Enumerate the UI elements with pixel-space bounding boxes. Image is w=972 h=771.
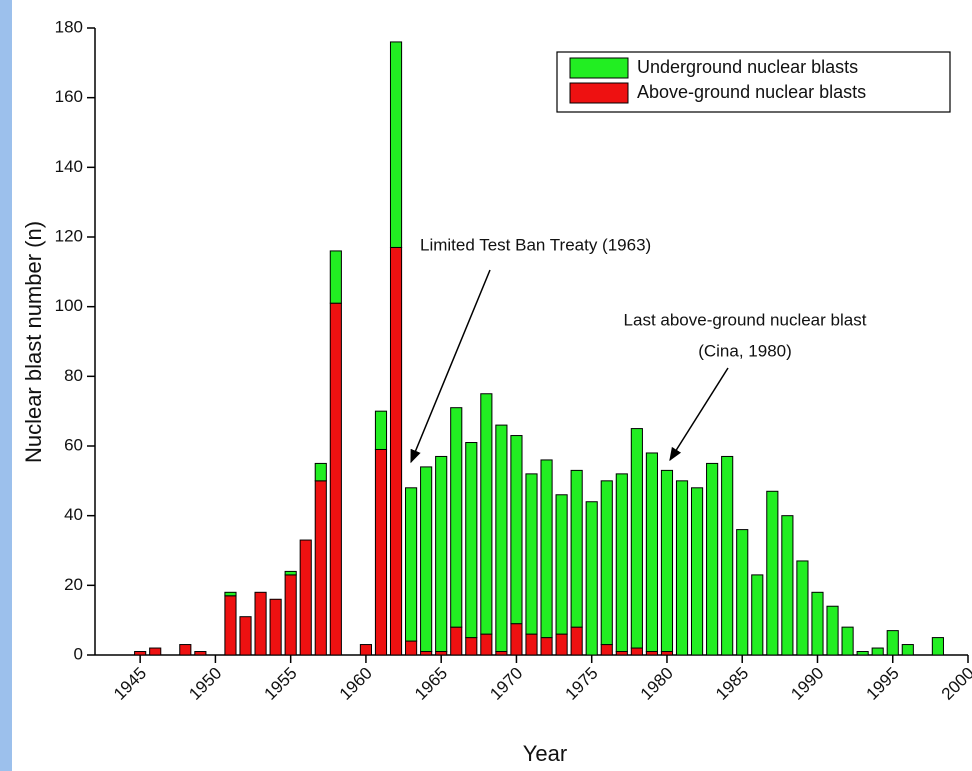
bar-segment — [450, 407, 463, 628]
bar-segment — [224, 591, 237, 597]
annotation: (Cina, 1980) — [698, 341, 792, 360]
bar-segment — [269, 598, 282, 656]
bar-segment — [480, 633, 493, 656]
bar-segment — [329, 302, 342, 656]
bar-segment — [766, 490, 779, 656]
bar-segment — [435, 455, 448, 653]
bar-segment — [465, 442, 478, 639]
y-axis-title: Nuclear blast number (n) — [21, 221, 46, 463]
bar-segment — [555, 494, 568, 635]
bar-segment — [480, 393, 493, 635]
bar-segment — [600, 644, 613, 656]
bar-segment — [630, 647, 643, 656]
bar-segment — [510, 435, 523, 625]
bar-segment — [540, 637, 553, 656]
bar-segment — [645, 452, 658, 653]
bar-segment — [811, 591, 824, 656]
bar-segment — [841, 626, 854, 656]
bar-segment — [374, 448, 388, 656]
legend-swatch — [569, 57, 629, 79]
bar-segment — [751, 574, 764, 656]
annotation: Last above-ground nuclear blast — [624, 310, 867, 329]
bar-segment — [585, 501, 598, 656]
y-tick-label: 140 — [55, 157, 83, 176]
y-tick-label: 20 — [64, 575, 83, 594]
bar-segment — [540, 459, 553, 639]
bar-segment — [706, 462, 719, 656]
y-tick-label: 60 — [64, 435, 83, 454]
bar-segment — [615, 651, 628, 656]
bar-segment — [675, 480, 689, 656]
bar-segment — [781, 515, 794, 656]
bar-segment — [796, 560, 809, 656]
bar-segment — [495, 424, 508, 653]
bar-segment — [134, 651, 147, 656]
bar-segment — [931, 637, 944, 656]
bar-segment — [555, 633, 568, 656]
bar-segment — [570, 626, 583, 656]
y-tick-label: 100 — [55, 296, 83, 315]
bar-segment — [525, 473, 538, 635]
bar-segment — [405, 640, 418, 656]
bar-segment — [239, 616, 252, 656]
bar-segment — [721, 455, 734, 656]
bar-segment — [389, 41, 403, 248]
bar-segment — [374, 410, 388, 450]
y-tick-label: 40 — [64, 505, 83, 524]
y-tick-label: 120 — [55, 226, 83, 245]
bar-segment — [871, 647, 884, 656]
bar-segment — [510, 623, 523, 656]
bar-segment — [901, 644, 914, 656]
bar-segment — [420, 651, 433, 656]
bar-segment — [826, 605, 839, 656]
x-axis-title: Year — [523, 741, 567, 766]
bar-segment — [389, 246, 403, 656]
legend-label: Above-ground nuclear blasts — [637, 82, 866, 102]
bar-segment — [314, 462, 327, 482]
bar-segment — [736, 529, 749, 656]
legend-swatch — [569, 82, 629, 104]
bar-segment — [359, 644, 373, 656]
y-tick-label: 180 — [55, 17, 83, 36]
annotation-arrow — [669, 367, 729, 462]
y-tick-label: 0 — [74, 644, 83, 663]
legend-label: Underground nuclear blasts — [637, 57, 858, 77]
bar-segment — [284, 570, 297, 576]
bar-segment — [405, 487, 418, 642]
bar-segment — [465, 637, 478, 656]
y-tick-label: 80 — [64, 366, 83, 385]
bar-segment — [856, 651, 869, 656]
bar-segment — [284, 574, 297, 656]
y-tick-label: 160 — [55, 87, 83, 106]
bar-segment — [660, 469, 674, 653]
bar-segment — [645, 651, 658, 656]
bar-segment — [630, 428, 643, 649]
bar-segment — [690, 487, 704, 656]
bar-segment — [495, 651, 508, 656]
bar-segment — [179, 644, 192, 656]
bar-segment — [435, 651, 448, 656]
bar-segment — [314, 480, 327, 656]
bar-segment — [450, 626, 463, 656]
bar-segment — [660, 651, 674, 656]
bar-segment — [299, 539, 312, 656]
bar-segment — [570, 469, 583, 628]
bar-segment — [420, 466, 433, 653]
bar-segment — [886, 630, 899, 656]
bar-segment — [600, 480, 613, 646]
bar-segment — [329, 250, 342, 304]
bar-segment — [525, 633, 538, 656]
bar-segment — [224, 595, 237, 656]
bar-segment — [254, 591, 267, 656]
annotation-arrow — [410, 269, 491, 464]
bar-segment — [149, 647, 162, 656]
annotation: Limited Test Ban Treaty (1963) — [420, 235, 651, 254]
bar-segment — [615, 473, 628, 653]
bar-segment — [194, 651, 207, 656]
